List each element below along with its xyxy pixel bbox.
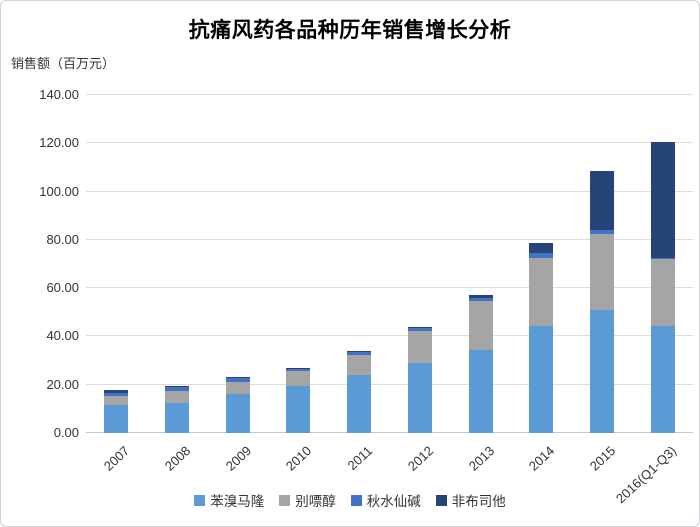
bar-segment-2010- bbox=[286, 371, 311, 387]
bar-2007 bbox=[104, 389, 129, 433]
bar-2015 bbox=[589, 170, 614, 433]
gridline-40 bbox=[86, 335, 693, 337]
legend-swatch-icon bbox=[350, 494, 362, 506]
bar-segment-2012- bbox=[407, 326, 432, 328]
legend-item-: 苯溴马隆 bbox=[194, 490, 264, 510]
bar-segment-2014- bbox=[529, 252, 554, 258]
y-tick-label-20: 20.00 bbox=[46, 376, 79, 392]
bar-segment-2009- bbox=[225, 382, 250, 395]
bar-segment-2007- bbox=[104, 393, 129, 396]
bar-segment-2011- bbox=[347, 374, 372, 433]
bar-segment-2014- bbox=[529, 257, 554, 326]
legend-label: 苯溴马隆 bbox=[210, 494, 265, 509]
bar-segment-2015- bbox=[589, 170, 614, 230]
bar-segment-2008- bbox=[165, 391, 190, 403]
chart-title: 抗痛风药各品种历年销售增长分析 bbox=[188, 19, 512, 42]
bar-segment-2010- bbox=[286, 369, 311, 372]
bar-segment-2014- bbox=[529, 243, 554, 253]
bar-segment-2008- bbox=[165, 386, 190, 388]
legend-swatch-icon bbox=[194, 494, 206, 506]
gridline-0 bbox=[86, 432, 693, 433]
bar-segment-2008- bbox=[165, 387, 190, 392]
gridline-80 bbox=[86, 238, 693, 240]
bar-segment-2007- bbox=[104, 405, 129, 433]
bar-segment-2009- bbox=[225, 378, 250, 383]
legend: 苯溴马隆 别嘌醇 秋水仙碱 非布司他 bbox=[1, 490, 699, 510]
bar-2016-q1-q3 bbox=[650, 142, 675, 433]
y-axis-title: 销售额（百万元） bbox=[11, 56, 116, 71]
y-tick-label-40: 40.00 bbox=[46, 328, 79, 344]
bar-segment-2009- bbox=[225, 377, 250, 379]
bar-2008 bbox=[165, 386, 190, 433]
bar-segment-2011- bbox=[347, 352, 372, 355]
legend-label: 秋水仙碱 bbox=[366, 494, 421, 509]
bar-segment-2016-q1-q3- bbox=[650, 325, 675, 433]
bar-segment-2014- bbox=[529, 326, 554, 433]
legend-swatch-icon bbox=[279, 494, 291, 506]
legend-swatch-icon bbox=[435, 494, 447, 506]
y-tick-label-80: 80.00 bbox=[46, 231, 79, 247]
y-tick-label-60: 60.00 bbox=[46, 280, 79, 296]
bar-segment-2007- bbox=[104, 389, 129, 394]
bar-segment-2010- bbox=[286, 386, 311, 433]
bar-segment-2015- bbox=[589, 229, 614, 234]
bar-segment-2016-q1-q3- bbox=[650, 142, 675, 258]
bar-2009 bbox=[225, 377, 250, 433]
y-tick-label-0: 0.00 bbox=[53, 425, 79, 440]
gridline-120 bbox=[86, 142, 693, 144]
bar-segment-2007- bbox=[104, 395, 129, 406]
bar-2012 bbox=[407, 326, 432, 433]
legend-label: 别嘌醇 bbox=[295, 494, 336, 509]
gridline-140 bbox=[86, 94, 693, 95]
bar-segment-2013- bbox=[468, 349, 493, 433]
bar-segment-2010- bbox=[286, 368, 311, 370]
bar-segment-2016-q1-q3- bbox=[650, 257, 675, 260]
gridline-100 bbox=[86, 190, 693, 192]
y-tick-label-100: 100.00 bbox=[39, 183, 79, 199]
bar-segment-2012- bbox=[407, 330, 432, 364]
gridline-60 bbox=[86, 287, 693, 289]
gridline-20 bbox=[86, 383, 693, 385]
bar-2011 bbox=[347, 351, 372, 433]
legend-item-: 秋水仙碱 bbox=[350, 490, 421, 510]
bar-segment-2012- bbox=[407, 327, 432, 331]
bar-segment-2011- bbox=[347, 354, 372, 375]
y-tick-label-140: 140.00 bbox=[39, 87, 79, 102]
bar-segment-2011- bbox=[347, 351, 372, 353]
bar-segment-2012- bbox=[407, 363, 432, 433]
y-tick-label-120: 120.00 bbox=[39, 135, 79, 151]
legend-item-: 别嘌醇 bbox=[279, 490, 336, 510]
bar-segment-2015- bbox=[589, 309, 614, 433]
bar-2014 bbox=[529, 243, 554, 433]
bar-segment-2015- bbox=[589, 233, 614, 310]
bar-segment-2009- bbox=[225, 394, 250, 433]
bar-segment-2013- bbox=[468, 295, 493, 298]
plot-area bbox=[86, 94, 693, 433]
bar-2013 bbox=[468, 295, 493, 433]
bar-segment-2008- bbox=[165, 402, 190, 433]
legend-label: 非布司他 bbox=[451, 494, 506, 509]
legend-item-: 非布司他 bbox=[435, 490, 506, 510]
bar-2010 bbox=[286, 368, 311, 433]
bar-segment-2013- bbox=[468, 297, 493, 302]
bar-segment-2013- bbox=[468, 301, 493, 350]
bar-segment-2016-q1-q3- bbox=[650, 259, 675, 326]
